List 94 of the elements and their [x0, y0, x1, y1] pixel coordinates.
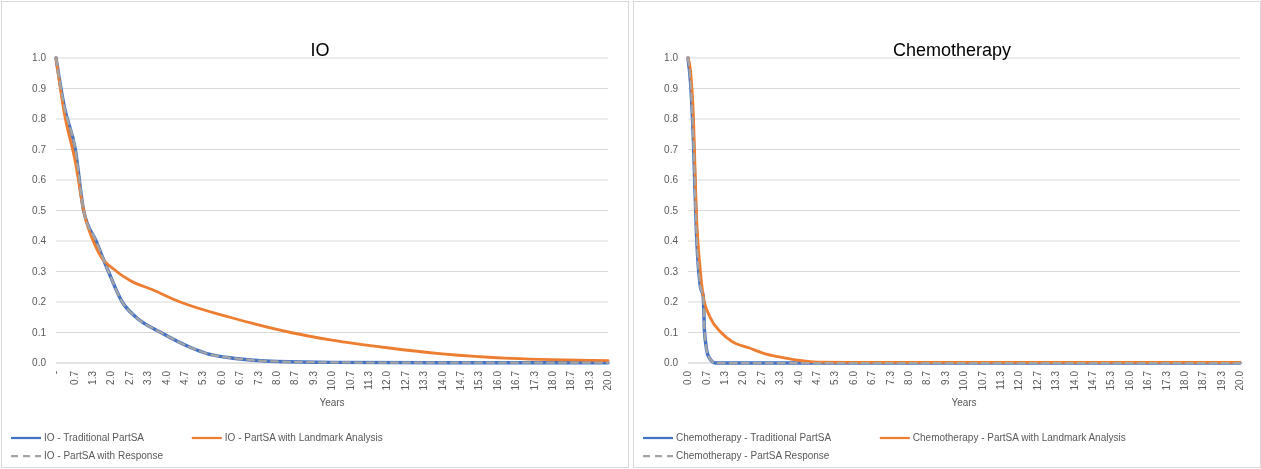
x-tick-label: 18.0	[1179, 370, 1190, 391]
x-tick-label: 6.7	[234, 370, 246, 385]
x-tick-label: 9.3	[939, 370, 951, 385]
x-tick-label: 12.7	[399, 370, 411, 391]
x-tick-label: 10.7	[344, 370, 356, 391]
x-tick-label: 12.0	[381, 370, 393, 391]
y-tick-label: 0.2	[32, 296, 47, 308]
x-tick-label: 4.0	[160, 370, 172, 385]
x-tick-label: 9.3	[307, 370, 319, 385]
x-tick-label: 14.0	[1068, 370, 1080, 391]
x-tick-label: 14.0	[436, 370, 448, 391]
y-tick-label: 0.7	[664, 143, 679, 155]
x-tick-label: 8.7	[921, 370, 933, 385]
x-tick-label: 1.3	[86, 370, 98, 385]
x-tick-label: 0.7	[68, 370, 80, 385]
y-tick-label: 0.5	[664, 204, 679, 216]
x-tick-label: 16.7	[510, 370, 522, 391]
x-tick-label: 4.0	[792, 370, 804, 385]
y-tick-label: 1.0	[664, 52, 679, 64]
x-tick-label: 3.3	[774, 370, 786, 385]
y-tick-label: 0.3	[32, 265, 47, 277]
x-tick-label: 3.3	[142, 370, 154, 385]
y-tick-label: 0.8	[664, 113, 679, 125]
x-tick-label: 1.3	[718, 370, 730, 385]
x-tick-label: 0.0	[682, 370, 694, 385]
x-axis-title: Years	[319, 397, 345, 408]
y-tick-label: 0.4	[664, 235, 679, 247]
legend-label: Chemotherapy - PartSA Response	[676, 450, 830, 462]
x-tick-label: 8.0	[271, 370, 282, 385]
x-tick-label: 10.0	[326, 370, 338, 391]
y-tick-label: 0.1	[32, 326, 47, 338]
legend-label: Chemotherapy - PartSA with Landmark Analysis	[912, 432, 1126, 444]
x-tick-label: 7.3	[252, 370, 264, 385]
x-tick-label: 16.7	[1142, 370, 1154, 391]
x-tick-label: 4.7	[179, 370, 191, 385]
y-tick-label: 0.6	[32, 174, 47, 186]
x-tick-label: 16.0	[491, 370, 503, 391]
y-tick-label: 0.8	[32, 113, 47, 125]
y-tick-label: 0.9	[32, 82, 47, 94]
legend-label: IO - PartSA with Landmark Analysis	[224, 432, 383, 444]
x-tick-label: 10.0	[958, 370, 970, 391]
legend-label: IO - Traditional PartSA	[44, 432, 145, 444]
chart-title: Chemotherapy	[892, 40, 1012, 60]
x-tick-label: 20.0	[602, 370, 614, 391]
x-tick-label: 18.7	[1197, 370, 1209, 391]
x-tick-label: 14.7	[1087, 370, 1099, 391]
y-tick-label: 0.0	[32, 357, 47, 369]
x-tick-label: 14.7	[455, 370, 467, 391]
x-tick-label: 4.7	[811, 370, 823, 385]
x-tick-label: 0.7	[700, 370, 712, 385]
x-tick-label: 13.3	[1050, 370, 1062, 391]
x-tick-label: 13.3	[418, 370, 430, 391]
y-tick-label: 0.6	[664, 174, 679, 186]
x-tick-label: 12.7	[1031, 370, 1043, 391]
y-tick-label: 0.7	[32, 143, 47, 155]
x-tick-label: 6.7	[866, 370, 878, 385]
y-tick-label: 0.9	[664, 82, 679, 94]
x-axis-title: Years	[951, 397, 977, 408]
x-tick-label: 8.0	[903, 370, 914, 385]
x-tick-label: 7.3	[884, 370, 896, 385]
legend-label: Chemotherapy - Traditional PartSA	[676, 432, 832, 444]
x-tick-label: 12.0	[1013, 370, 1025, 391]
x-tick-label: 15.3	[1105, 370, 1117, 391]
y-tick-label: 0.0	[664, 357, 679, 369]
x-tick-label: 2.7	[755, 370, 767, 385]
x-tick-label: 17.3	[528, 370, 540, 391]
x-tick-label: 5.3	[197, 370, 209, 385]
x-tick-label: 2.0	[737, 370, 749, 385]
x-tick-label: 11.3	[362, 370, 374, 390]
x-tick-label: -	[50, 371, 62, 375]
x-tick-label: 18.0	[547, 370, 558, 391]
x-tick-label: 6.0	[215, 370, 227, 385]
y-tick-label: 0.2	[664, 296, 679, 308]
x-tick-label: 18.7	[565, 370, 577, 391]
x-tick-label: 10.7	[976, 370, 988, 391]
x-tick-label: 5.3	[829, 370, 841, 385]
y-tick-label: 0.1	[664, 326, 679, 338]
x-tick-label: 2.7	[123, 370, 135, 385]
x-tick-label: 20.0	[1234, 370, 1246, 391]
x-tick-label: 19.3	[583, 370, 595, 391]
y-tick-label: 0.3	[664, 265, 679, 277]
x-tick-label: 2.0	[105, 370, 117, 385]
x-tick-label: 6.0	[847, 370, 859, 385]
x-tick-label: 8.7	[289, 370, 301, 385]
y-tick-label: 0.5	[32, 204, 47, 216]
y-tick-label: 1.0	[32, 52, 47, 64]
x-tick-label: 17.3	[1160, 370, 1172, 391]
legend-label: IO - PartSA with Response	[44, 450, 164, 462]
chart-title: IO	[310, 40, 330, 60]
x-tick-label: 15.3	[473, 370, 485, 391]
x-tick-label: 16.0	[1123, 370, 1135, 391]
x-tick-label: 11.3	[994, 370, 1006, 390]
x-tick-label: 19.3	[1215, 370, 1227, 391]
y-tick-label: 0.4	[32, 235, 47, 247]
